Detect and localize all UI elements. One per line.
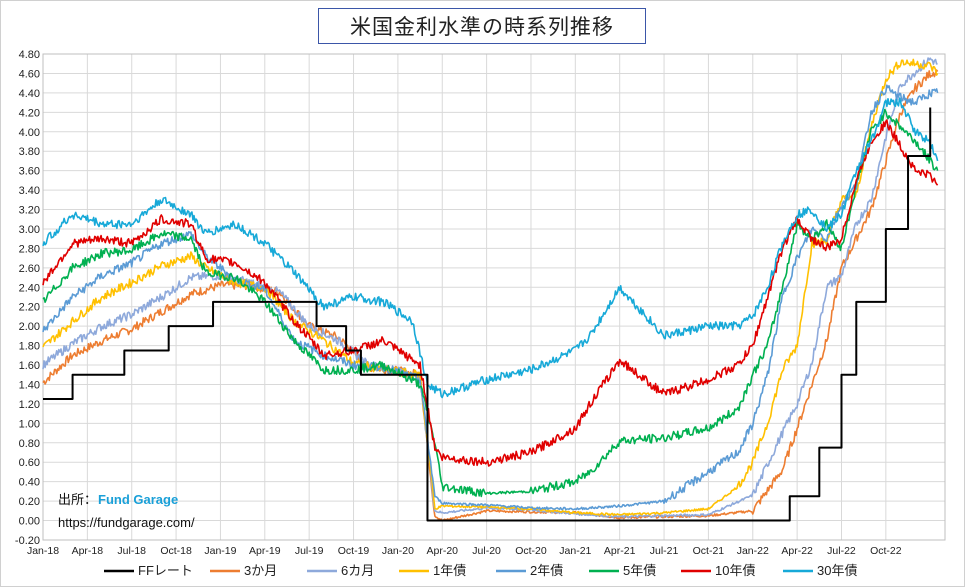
- legend-label: 10年債: [715, 563, 755, 578]
- x-tick-label: Jul-20: [472, 545, 501, 557]
- y-tick-label: 2.60: [19, 263, 40, 275]
- x-tick-label: Apr-18: [72, 545, 104, 557]
- source-brand: Fund Garage: [98, 492, 178, 507]
- x-tick-label: Oct-21: [693, 545, 725, 557]
- x-tick-label: Oct-19: [338, 545, 370, 557]
- legend-label: 30年債: [817, 563, 857, 578]
- y-tick-label: 3.40: [19, 185, 40, 197]
- legend-label: 2年債: [530, 563, 563, 578]
- y-tick-label: 0.80: [19, 438, 40, 450]
- y-tick-label: 4.20: [19, 107, 40, 119]
- y-tick-label: 0.20: [19, 496, 40, 508]
- y-tick-label: 4.00: [19, 127, 40, 139]
- source-prefix: 出所：: [58, 492, 97, 507]
- y-tick-label: 3.00: [19, 224, 40, 236]
- y-tick-label: 1.20: [19, 399, 40, 411]
- y-tick-label: -0.20: [15, 535, 40, 547]
- series-line-6: [42, 119, 939, 467]
- y-tick-label: 2.00: [19, 321, 40, 333]
- legend-label: 3か月: [244, 563, 277, 578]
- source-note: 出所： Fund Garage https://fundgarage.com/: [58, 492, 195, 530]
- x-tick-label: Oct-18: [160, 545, 192, 557]
- x-tick-label: Oct-20: [515, 545, 547, 557]
- series-lines: [42, 57, 939, 522]
- grid: [42, 53, 946, 541]
- x-tick-label: Jan-19: [204, 545, 236, 557]
- y-tick-label: 1.00: [19, 418, 40, 430]
- legend-label: 6カ月: [341, 563, 374, 578]
- x-tick-label: Apr-19: [249, 545, 281, 557]
- plot-area: [42, 53, 946, 541]
- legend-label: FFレート: [138, 563, 193, 578]
- y-tick-label: 3.20: [19, 205, 40, 217]
- x-tick-label: Apr-22: [781, 545, 813, 557]
- series-line-7: [42, 97, 939, 399]
- y-tick-label: 2.20: [19, 302, 40, 314]
- x-tick-label: Jul-22: [827, 545, 856, 557]
- x-tick-label: Apr-21: [604, 545, 636, 557]
- y-tick-label: 3.80: [19, 146, 40, 158]
- y-tick-label: 1.60: [19, 360, 40, 372]
- chart-title: 米国金利水準の時系列推移: [350, 15, 614, 39]
- source-url[interactable]: https://fundgarage.com/: [58, 515, 195, 530]
- x-tick-label: Jan-21: [559, 545, 591, 557]
- y-tick-label: 4.40: [19, 88, 40, 100]
- legend-label: 5年債: [623, 563, 656, 578]
- y-tick-label: 2.40: [19, 282, 40, 294]
- legend-label: 1年債: [433, 563, 466, 578]
- y-tick-label: 4.60: [19, 68, 40, 80]
- x-tick-label: Jan-20: [382, 545, 414, 557]
- chart-title-box: 米国金利水準の時系列推移: [318, 8, 646, 44]
- x-tick-label: Oct-22: [870, 545, 902, 557]
- x-tick-label: Jan-22: [737, 545, 769, 557]
- x-tick-label: Jul-19: [295, 545, 324, 557]
- y-tick-label: 1.40: [19, 379, 40, 391]
- series-line-3: [42, 58, 939, 517]
- y-tick-label: 1.80: [19, 341, 40, 353]
- legend: FFレート 3か月 6カ月 1年債 2年債 5年債 10年債 30年債: [104, 563, 857, 578]
- series-line-5: [42, 108, 939, 498]
- x-axis: Jan-18 Apr-18 Jul-18 Oct-18 Jan-19 Apr-19 Jul-…: [27, 545, 902, 557]
- series-line-1: [42, 69, 939, 522]
- y-tick-label: 3.60: [19, 166, 40, 178]
- series-line-2: [42, 57, 938, 519]
- x-tick-label: Jul-18: [117, 545, 146, 557]
- y-tick-label: 0.00: [19, 516, 40, 528]
- x-tick-label: Apr-20: [426, 545, 458, 557]
- y-tick-label: 0.40: [19, 477, 40, 489]
- x-tick-label: Jan-18: [27, 545, 59, 557]
- series-line-0: [43, 107, 932, 522]
- y-tick-label: 2.80: [19, 243, 40, 255]
- y-tick-label: 0.60: [19, 457, 40, 469]
- x-tick-label: Jul-21: [650, 545, 679, 557]
- y-tick-label: 4.80: [19, 49, 40, 61]
- y-axis: -0.20 0.00 0.20 0.40 0.60 0.80 1.00 1.20 1.40 1.6…: [15, 49, 40, 547]
